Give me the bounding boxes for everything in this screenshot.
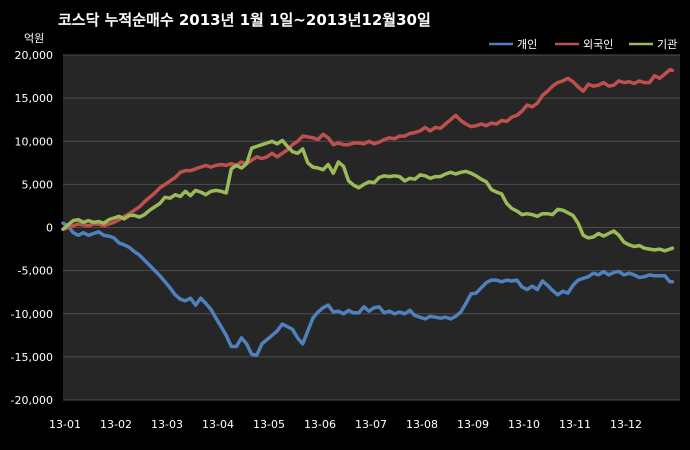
chart-title: 코스닥 누적순매수 2013년 1월 1일~2013년12월30일 — [58, 11, 431, 29]
x-axis-tick-labels: 13-01 13-02 13-03 13-04 13-05 13-06 13-07 13-08… — [49, 418, 642, 431]
y-tick-label: 15,000 — [15, 92, 54, 105]
legend-label-foreign: 외국인 — [583, 38, 613, 51]
y-tick-label: 10,000 — [15, 135, 54, 148]
series-line-0 — [61, 221, 675, 357]
x-tick-label: 13-06 — [304, 418, 336, 431]
y-axis-tick-labels: 20,000 15,000 10,000 5,000 0 -5,000 -10,000 -15… — [11, 49, 53, 407]
y-tick-label: -15,000 — [11, 351, 53, 364]
x-tick-label: 13-12 — [610, 418, 642, 431]
x-tick-label: 13-07 — [355, 418, 387, 431]
x-tick-label: 13-08 — [406, 418, 438, 431]
y-tick-label: 0 — [46, 222, 53, 235]
legend: 개인 외국인 기관 — [489, 38, 677, 51]
series-line-2 — [61, 138, 675, 253]
series-lines — [61, 67, 675, 357]
legend-label-institution: 기관 — [657, 38, 677, 51]
x-tick-label: 13-09 — [457, 418, 489, 431]
x-tick-label: 13-01 — [49, 418, 81, 431]
y-tick-label: 5,000 — [22, 178, 54, 191]
y-axis-unit-label: 억원 — [24, 32, 44, 45]
series-line-1 — [61, 67, 675, 231]
x-tick-label: 13-11 — [559, 418, 591, 431]
y-tick-label: -10,000 — [11, 308, 53, 321]
y-tick-label: 20,000 — [15, 49, 54, 62]
x-tick-label: 13-03 — [151, 418, 183, 431]
x-tick-label: 13-10 — [508, 418, 540, 431]
x-tick-label: 13-02 — [100, 418, 132, 431]
legend-label-individual: 개인 — [517, 38, 537, 51]
x-tick-label: 13-05 — [253, 418, 285, 431]
y-tick-label: -20,000 — [11, 394, 53, 407]
y-tick-label: -5,000 — [18, 265, 53, 278]
x-tick-label: 13-04 — [202, 418, 234, 431]
